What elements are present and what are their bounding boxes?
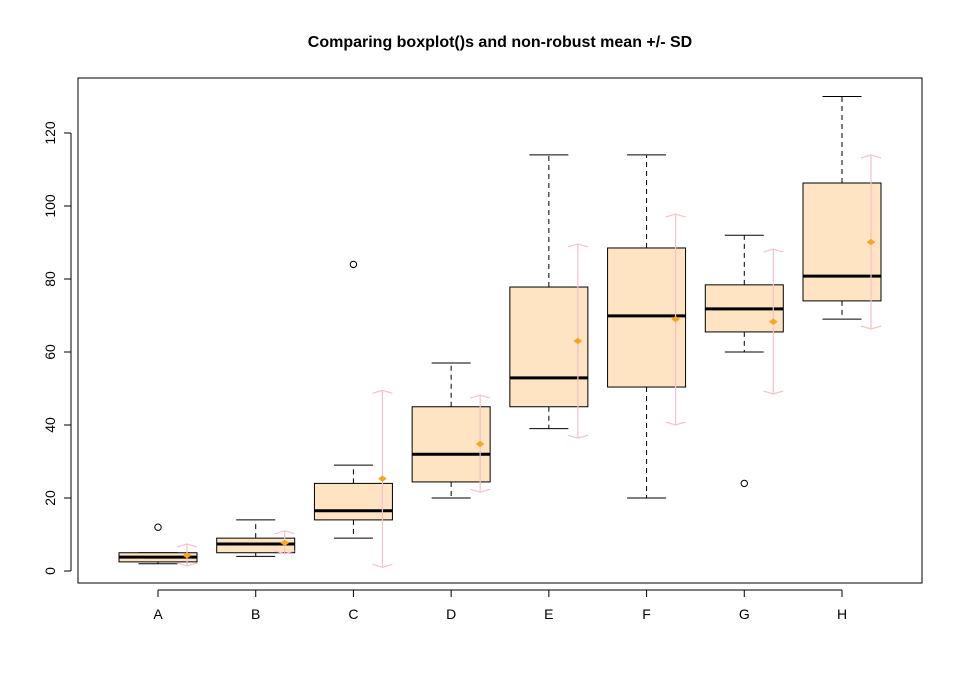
mean-sd-group-f [665, 213, 686, 426]
box-group-c [313, 260, 393, 539]
sd-cap-lower [274, 550, 295, 555]
mean-marker [280, 539, 290, 547]
box-group-b [216, 519, 296, 557]
sd-cap-lower [176, 562, 198, 567]
x-tick-label: B [251, 606, 260, 622]
y-tick-label: 80 [42, 271, 58, 287]
y-tick-label: 20 [42, 490, 58, 506]
mean-sd-layer [176, 154, 882, 568]
plot-frame [77, 77, 923, 584]
boxes-layer [118, 96, 882, 565]
y-tick-label: 0 [42, 567, 58, 575]
y-axis: 0 20 40 60 80 100 120 [42, 121, 72, 575]
x-tick-label: D [446, 606, 456, 622]
mean-sd-group-h [860, 154, 882, 330]
mean-sd-group-e [567, 243, 589, 439]
outlier-point [154, 523, 162, 531]
sd-cap-lower [469, 488, 491, 493]
sd-cap-lower [665, 421, 686, 426]
outlier-point [740, 479, 748, 488]
mean-marker [768, 318, 778, 326]
x-tick-label: F [642, 606, 651, 622]
box-group-f [607, 154, 687, 499]
sd-cap-lower [567, 434, 589, 439]
mean-sd-group-b [274, 530, 295, 555]
sd-cap-upper [176, 543, 198, 548]
mean-marker [671, 315, 680, 323]
sd-cap-lower [372, 563, 393, 568]
sd-cap-upper [665, 213, 686, 218]
sd-cap-lower [763, 390, 784, 395]
mean-sd-group-c [372, 389, 393, 568]
box-group-e [509, 154, 589, 430]
sd-cap-upper [469, 394, 491, 399]
box-group-a [118, 523, 198, 565]
x-tick-label: A [153, 606, 163, 622]
y-tick-label: 120 [42, 121, 58, 145]
chart-title: Comparing boxplot()s and non-robust mean… [308, 34, 692, 51]
mean-marker [573, 337, 583, 345]
mean-marker [182, 551, 192, 559]
box-iqr [607, 247, 687, 388]
box-group-g [704, 234, 784, 488]
mean-sd-group-d [469, 394, 491, 493]
x-axis: A B C D E F G H [153, 589, 847, 622]
sd-cap-lower [860, 325, 882, 330]
y-tick-label: 60 [42, 344, 58, 360]
mean-sd-group-g [763, 248, 784, 395]
x-tick-label: H [837, 606, 847, 622]
sd-cap-upper [860, 154, 882, 159]
sd-cap-upper [274, 530, 295, 535]
sd-cap-upper [763, 248, 784, 253]
sd-cap-upper [567, 243, 589, 248]
sd-cap-upper [372, 389, 393, 394]
x-tick-label: C [348, 606, 358, 622]
outlier-point [349, 260, 358, 269]
x-tick-label: G [739, 606, 750, 622]
mean-marker [866, 238, 876, 246]
y-tick-label: 40 [42, 417, 58, 433]
box-iqr [313, 482, 393, 521]
mean-marker [378, 475, 387, 482]
x-tick-label: E [544, 606, 553, 622]
box-iqr [509, 286, 589, 408]
mean-marker [475, 440, 485, 448]
y-tick-label: 100 [42, 194, 58, 218]
mean-sd-group-a [176, 543, 198, 567]
